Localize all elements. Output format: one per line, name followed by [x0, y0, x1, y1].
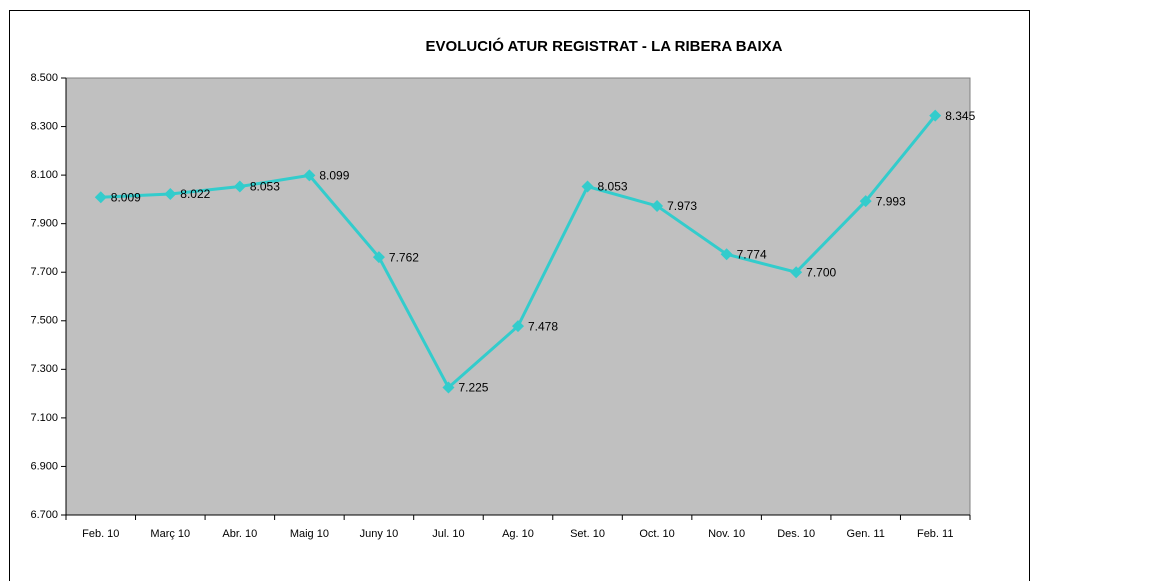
point-marker: [512, 320, 524, 333]
point-marker: [372, 251, 385, 264]
y-tick-label: 6.900: [30, 460, 58, 472]
x-tick-label: Des. 10: [777, 528, 815, 540]
y-tick-label: 8.100: [30, 169, 58, 181]
point-marker: [581, 180, 594, 193]
x-tick-label: Feb. 11: [917, 528, 954, 540]
data-label: 8.009: [111, 190, 141, 204]
point-marker: [720, 248, 733, 261]
y-tick-label: 7.700: [30, 266, 58, 278]
data-label: 7.774: [737, 247, 767, 261]
data-label: 8.099: [319, 169, 349, 183]
x-tick-label: Març 10: [150, 528, 190, 540]
y-tick-label: 7.100: [30, 412, 58, 424]
y-tick-label: 8.500: [30, 72, 58, 84]
data-label: 8.345: [945, 109, 975, 123]
point-marker: [442, 381, 455, 394]
chart-title: EVOLUCIÓ ATUR REGISTRAT - LA RIBERA BAIX…: [426, 37, 783, 55]
point-marker: [859, 195, 872, 208]
x-tick-label: Gen. 11: [847, 528, 885, 540]
x-tick-label: Jul. 10: [432, 528, 464, 540]
x-tick-label: Ag. 10: [502, 528, 534, 540]
data-label: 7.700: [806, 265, 836, 279]
x-tick-label: Oct. 10: [639, 528, 674, 540]
x-tick-label: Nov. 10: [708, 528, 745, 540]
data-label: 7.973: [667, 199, 697, 213]
data-label: 8.053: [598, 180, 628, 194]
point-marker: [929, 109, 942, 122]
y-tick-label: 8.300: [30, 120, 58, 132]
x-tick-label: Maig 10: [290, 528, 329, 540]
x-tick-label: Abr. 10: [222, 528, 257, 540]
plot-area: [65, 77, 971, 516]
point-marker: [94, 191, 107, 204]
data-label: 7.478: [528, 319, 558, 333]
data-label: 8.022: [180, 187, 210, 201]
y-tick-label: 6.700: [30, 509, 58, 521]
y-tick-label: 7.300: [30, 363, 58, 375]
point-marker: [164, 188, 177, 201]
point-marker: [790, 266, 803, 279]
x-tick-label: Set. 10: [570, 528, 605, 540]
x-tick-label: Juny 10: [360, 528, 399, 540]
data-label: 7.993: [876, 194, 906, 208]
point-marker: [303, 169, 316, 182]
y-tick-label: 7.500: [30, 315, 58, 327]
point-marker: [651, 199, 664, 212]
data-label: 7.762: [389, 250, 419, 264]
data-label: 8.053: [250, 180, 280, 194]
data-label: 7.225: [458, 381, 488, 395]
x-tick-label: Feb. 10: [82, 528, 119, 540]
y-tick-label: 7.900: [30, 218, 58, 230]
point-marker: [233, 180, 246, 193]
